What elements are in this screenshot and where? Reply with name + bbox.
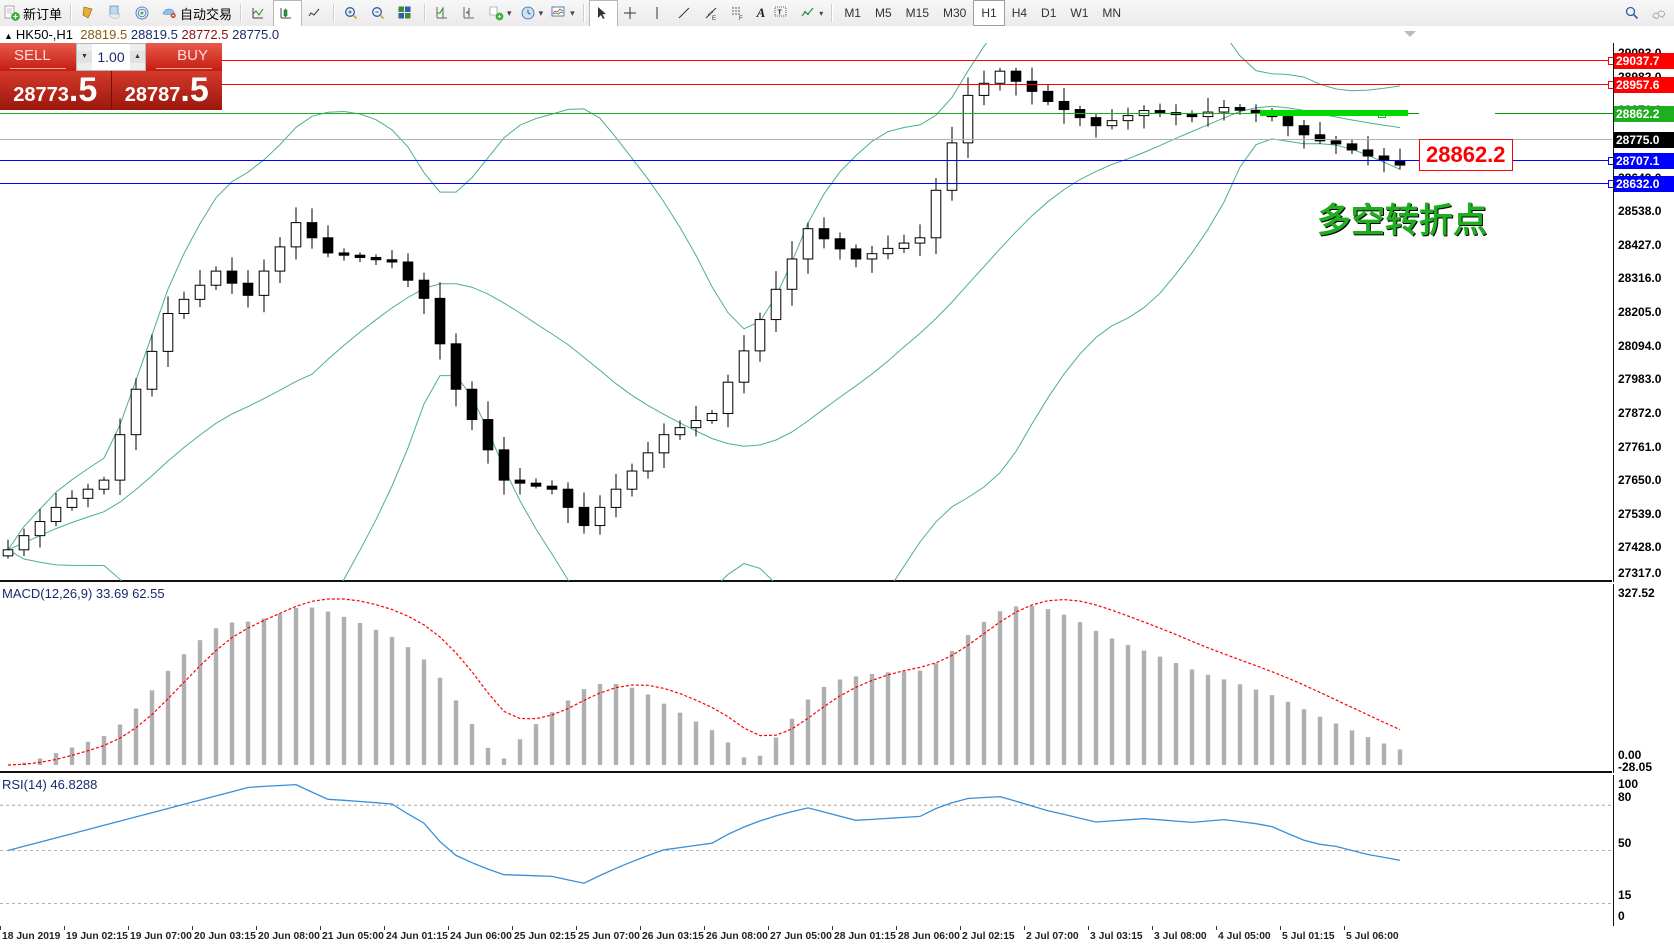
svg-text:E: E — [712, 16, 716, 21]
svg-text:F: F — [739, 16, 743, 21]
svg-text:T: T — [778, 10, 783, 17]
